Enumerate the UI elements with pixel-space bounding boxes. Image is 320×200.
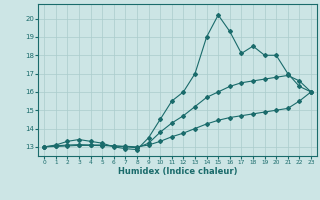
X-axis label: Humidex (Indice chaleur): Humidex (Indice chaleur) — [118, 167, 237, 176]
